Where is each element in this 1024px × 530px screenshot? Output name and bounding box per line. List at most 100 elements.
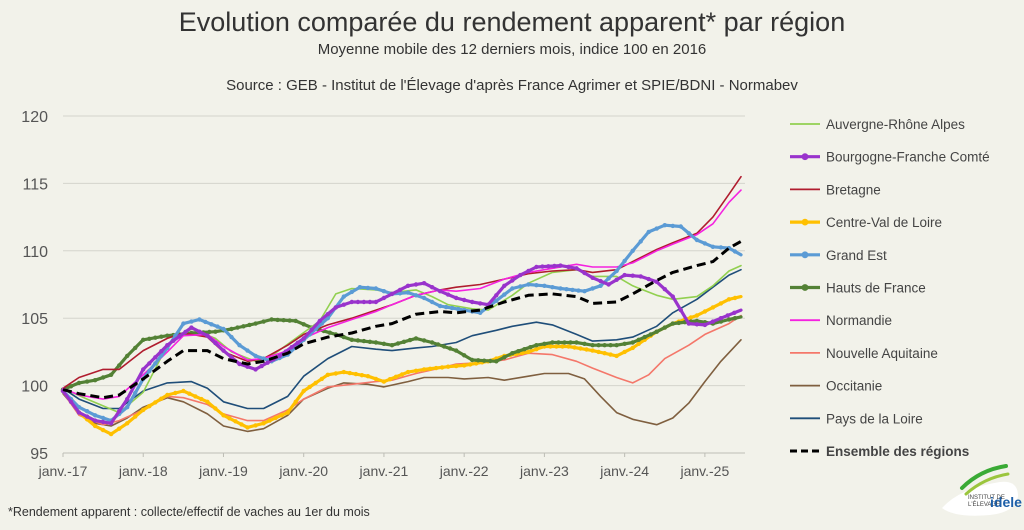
series-point <box>584 347 589 352</box>
y-tick-label: 110 <box>22 244 48 261</box>
series-point <box>269 317 274 322</box>
series-point <box>84 414 90 419</box>
series-point <box>598 283 603 288</box>
series-point <box>574 340 579 345</box>
series-point <box>301 388 306 394</box>
series-point <box>213 340 218 346</box>
legend-label: Grand Est <box>826 248 887 263</box>
series-point <box>281 318 286 323</box>
series-point <box>462 353 467 358</box>
series-point <box>437 303 443 309</box>
series-point <box>445 292 451 297</box>
series-point <box>670 223 675 229</box>
series-point <box>203 319 208 325</box>
series-point <box>433 365 439 371</box>
series-point <box>325 312 330 317</box>
series-point <box>197 329 202 334</box>
series-point <box>395 341 401 346</box>
series-point <box>566 264 571 270</box>
series-point <box>92 413 98 418</box>
series-point <box>301 322 306 327</box>
series-point <box>367 299 373 305</box>
series-point <box>117 363 122 368</box>
series-point <box>293 399 298 404</box>
series-point <box>325 372 330 377</box>
series-point <box>732 295 738 301</box>
series-point <box>718 301 724 306</box>
series-point <box>295 340 300 345</box>
series-point <box>401 339 407 344</box>
series-point <box>678 224 683 229</box>
series-point <box>117 426 122 431</box>
series-point <box>445 364 451 369</box>
series-point <box>165 392 170 398</box>
series-point <box>205 399 210 404</box>
series-point <box>710 244 716 249</box>
series-point <box>147 336 152 341</box>
series-point <box>413 282 419 287</box>
series-point <box>301 336 306 341</box>
series-point <box>630 340 635 345</box>
series-point <box>470 357 475 363</box>
series-point <box>327 330 332 335</box>
series-point <box>365 374 371 379</box>
series-point <box>522 347 527 352</box>
series-point <box>147 361 152 366</box>
series-point <box>413 293 419 298</box>
series-point <box>686 231 691 236</box>
logo-brand: idele <box>990 494 1022 510</box>
series-point <box>275 317 280 323</box>
legend-label: Bretagne <box>826 182 881 197</box>
series-point <box>540 264 545 269</box>
x-tick-label: janv.-17 <box>38 463 88 479</box>
series-point <box>732 310 737 315</box>
series-point <box>476 358 481 363</box>
series-point <box>566 344 571 349</box>
y-tick-label: 95 <box>30 446 48 463</box>
series-point <box>355 338 361 343</box>
series-point <box>205 333 210 338</box>
series-point <box>449 305 455 311</box>
legend-marker <box>801 284 809 291</box>
series-point <box>213 406 218 411</box>
series-point <box>253 353 258 359</box>
series-point <box>261 421 266 426</box>
series-point <box>108 372 114 377</box>
series-point <box>494 298 499 303</box>
series-point <box>726 317 732 322</box>
series-point <box>397 287 403 293</box>
series-point <box>261 356 266 361</box>
series-point <box>413 368 419 373</box>
legend-label: Auvergne-Rhône Alpes <box>826 117 965 132</box>
series-point <box>614 353 619 359</box>
series-point <box>670 321 675 326</box>
series-point <box>233 419 238 424</box>
series-point <box>596 343 601 348</box>
legend-label: Pays de la Loire <box>826 411 923 426</box>
series-point <box>582 270 587 276</box>
series-point <box>421 367 427 372</box>
series-point <box>427 366 433 371</box>
series-point <box>638 239 643 244</box>
series-point <box>443 304 449 310</box>
series-point <box>702 322 708 328</box>
series-line-7 <box>62 314 742 426</box>
series-point <box>590 275 595 280</box>
series-point <box>100 415 106 421</box>
series-point <box>125 405 130 410</box>
series-point <box>213 329 218 334</box>
series-point <box>237 361 242 367</box>
series-point <box>76 405 82 410</box>
series-point <box>421 295 427 301</box>
series-point <box>648 332 653 337</box>
series-point <box>261 319 266 324</box>
legend-label: Bourgogne-Franche Comté <box>826 150 990 165</box>
series-point <box>147 368 152 374</box>
series-point <box>518 272 523 278</box>
series-point <box>646 276 651 282</box>
footnote: *Rendement apparent : collecte/effectif … <box>8 505 370 519</box>
series-point <box>193 394 198 399</box>
series-point <box>694 318 700 324</box>
series-point <box>267 418 272 423</box>
series-point <box>221 326 226 332</box>
